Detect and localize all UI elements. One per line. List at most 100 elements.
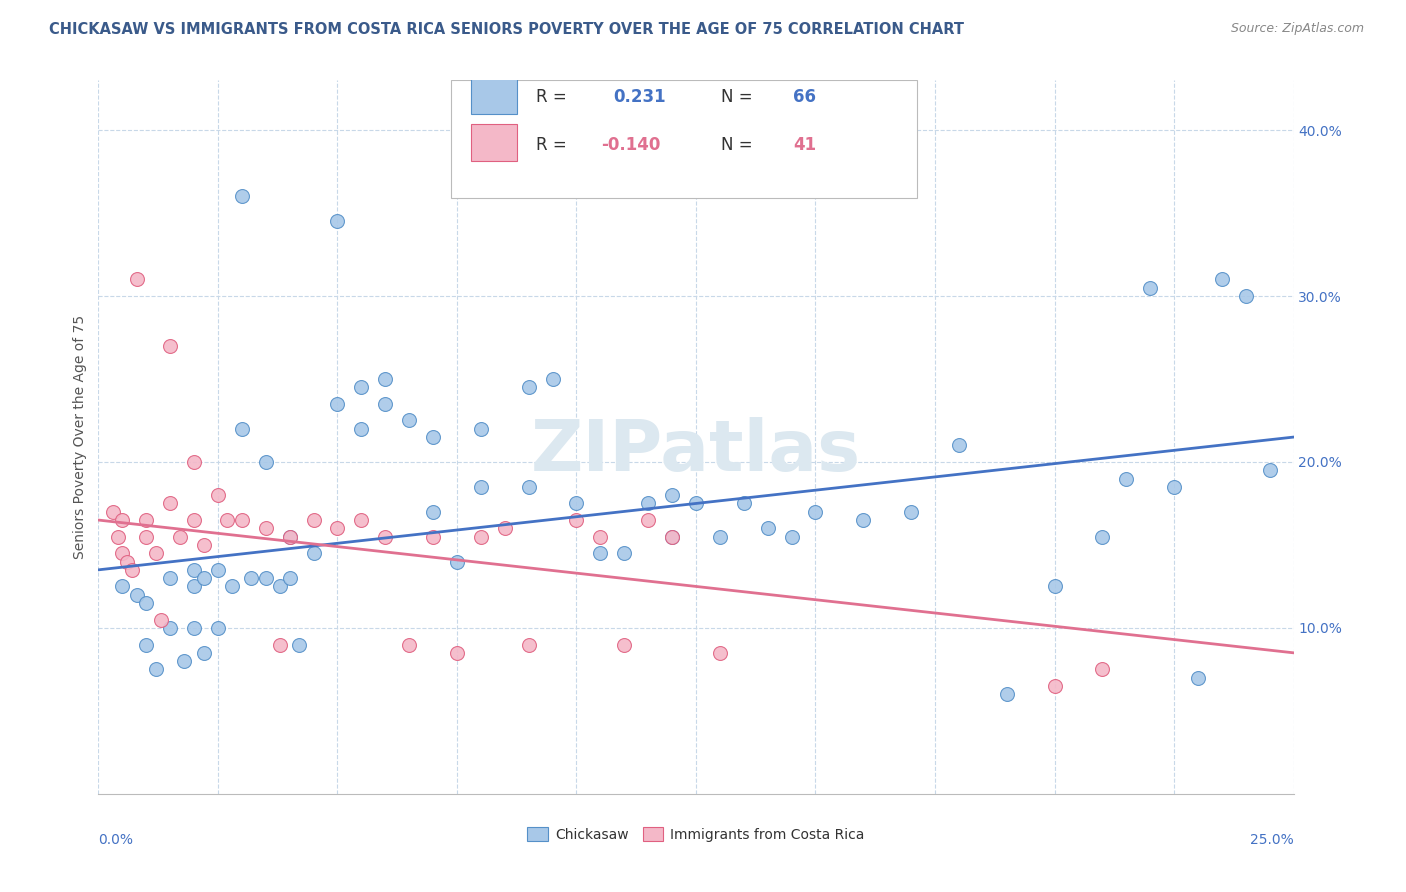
Point bbox=[302, 546, 325, 560]
Point bbox=[350, 380, 373, 394]
Point bbox=[374, 530, 396, 544]
Point bbox=[470, 422, 492, 436]
Point bbox=[231, 189, 253, 203]
Point bbox=[637, 496, 659, 510]
Text: 41: 41 bbox=[793, 136, 815, 153]
Point bbox=[121, 563, 143, 577]
Point bbox=[900, 505, 922, 519]
Y-axis label: Seniors Poverty Over the Age of 75: Seniors Poverty Over the Age of 75 bbox=[73, 315, 87, 559]
Point bbox=[422, 530, 444, 544]
Point bbox=[948, 438, 970, 452]
Point bbox=[169, 530, 191, 544]
Point bbox=[1091, 662, 1114, 676]
Point bbox=[350, 422, 373, 436]
Point bbox=[326, 397, 349, 411]
Point bbox=[1043, 579, 1066, 593]
Point bbox=[709, 646, 731, 660]
Point bbox=[278, 530, 301, 544]
Point bbox=[780, 530, 803, 544]
Point bbox=[183, 513, 205, 527]
Point bbox=[1091, 530, 1114, 544]
Point bbox=[995, 687, 1018, 701]
Point bbox=[183, 579, 205, 593]
Point bbox=[135, 596, 157, 610]
Legend: Chickasaw, Immigrants from Costa Rica: Chickasaw, Immigrants from Costa Rica bbox=[522, 822, 870, 847]
FancyBboxPatch shape bbox=[471, 77, 517, 114]
Point bbox=[1234, 289, 1257, 303]
Point bbox=[565, 496, 588, 510]
Point bbox=[159, 496, 181, 510]
Point bbox=[1139, 281, 1161, 295]
Text: R =: R = bbox=[536, 87, 567, 105]
Point bbox=[145, 662, 167, 676]
Point bbox=[1043, 679, 1066, 693]
Point bbox=[231, 422, 253, 436]
Point bbox=[398, 638, 420, 652]
Point bbox=[183, 563, 205, 577]
Point bbox=[254, 455, 277, 469]
Point bbox=[159, 621, 181, 635]
Point bbox=[1258, 463, 1281, 477]
Point bbox=[541, 372, 564, 386]
Point bbox=[589, 530, 612, 544]
Point bbox=[446, 555, 468, 569]
FancyBboxPatch shape bbox=[471, 124, 517, 161]
Text: 66: 66 bbox=[793, 87, 815, 105]
Point bbox=[350, 513, 373, 527]
Point bbox=[269, 638, 291, 652]
Point bbox=[517, 638, 540, 652]
Point bbox=[278, 571, 301, 585]
Text: R =: R = bbox=[536, 136, 567, 153]
Point bbox=[470, 480, 492, 494]
Point bbox=[207, 621, 229, 635]
Point bbox=[149, 613, 172, 627]
Point bbox=[125, 272, 148, 286]
Point bbox=[135, 513, 157, 527]
Point bbox=[207, 563, 229, 577]
Point bbox=[1163, 480, 1185, 494]
Point bbox=[733, 496, 755, 510]
Point bbox=[183, 455, 205, 469]
Point bbox=[637, 513, 659, 527]
Point bbox=[240, 571, 263, 585]
Point bbox=[422, 505, 444, 519]
Point bbox=[446, 646, 468, 660]
Point bbox=[278, 530, 301, 544]
Text: 25.0%: 25.0% bbox=[1250, 833, 1294, 847]
Text: N =: N = bbox=[721, 136, 752, 153]
Point bbox=[661, 530, 683, 544]
Point bbox=[374, 372, 396, 386]
Point bbox=[422, 430, 444, 444]
Text: ZIPatlas: ZIPatlas bbox=[531, 417, 860, 486]
Point bbox=[613, 638, 636, 652]
Point bbox=[111, 546, 134, 560]
Point bbox=[159, 571, 181, 585]
Point bbox=[565, 513, 588, 527]
Point bbox=[589, 546, 612, 560]
Point bbox=[111, 579, 134, 593]
Point bbox=[288, 638, 311, 652]
Point bbox=[254, 571, 277, 585]
Point bbox=[1187, 671, 1209, 685]
Point bbox=[193, 646, 215, 660]
Point bbox=[685, 496, 707, 510]
Point bbox=[852, 513, 875, 527]
Point bbox=[661, 530, 683, 544]
Point bbox=[470, 530, 492, 544]
Text: N =: N = bbox=[721, 87, 752, 105]
Point bbox=[135, 530, 157, 544]
Point bbox=[221, 579, 243, 593]
Point bbox=[217, 513, 239, 527]
Point bbox=[494, 521, 516, 535]
Point bbox=[159, 339, 181, 353]
Text: Source: ZipAtlas.com: Source: ZipAtlas.com bbox=[1230, 22, 1364, 36]
Point bbox=[661, 488, 683, 502]
Text: CHICKASAW VS IMMIGRANTS FROM COSTA RICA SENIORS POVERTY OVER THE AGE OF 75 CORRE: CHICKASAW VS IMMIGRANTS FROM COSTA RICA … bbox=[49, 22, 965, 37]
Point bbox=[145, 546, 167, 560]
Point bbox=[326, 521, 349, 535]
Point bbox=[193, 571, 215, 585]
Point bbox=[183, 621, 205, 635]
Point bbox=[756, 521, 779, 535]
Text: 0.231: 0.231 bbox=[613, 87, 666, 105]
Point bbox=[398, 413, 420, 427]
